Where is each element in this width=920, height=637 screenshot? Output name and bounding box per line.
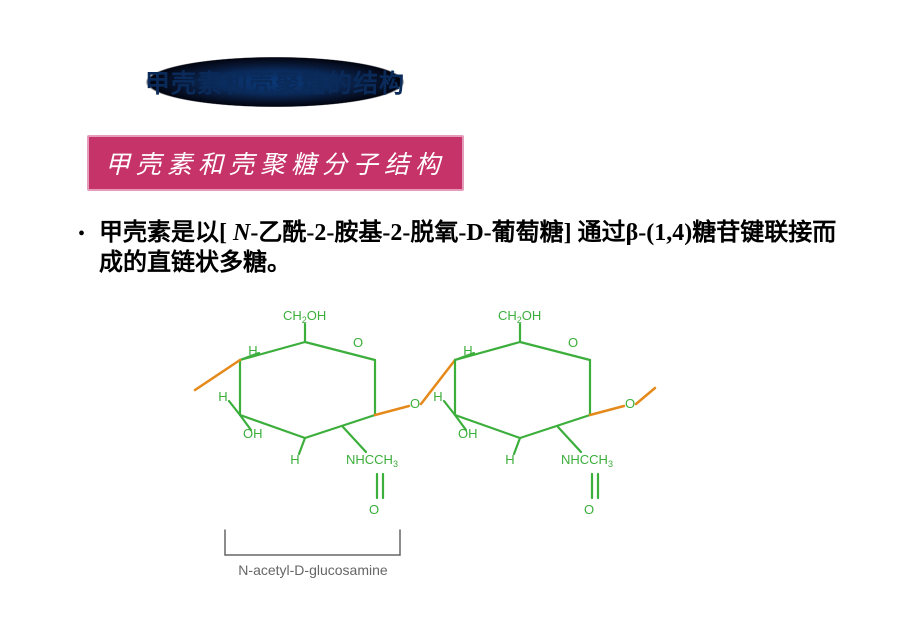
ellipse-title-text: 甲壳素和壳聚糖的结构 bbox=[145, 64, 405, 100]
svg-text:OH: OH bbox=[243, 426, 263, 441]
svg-text:O: O bbox=[568, 335, 578, 350]
pink-banner-text: 甲壳素和壳聚糖分子结构 bbox=[105, 152, 446, 179]
svg-text:O: O bbox=[353, 335, 363, 350]
svg-text:H: H bbox=[218, 389, 227, 404]
svg-text:CH2OH: CH2OH bbox=[498, 308, 541, 325]
svg-text:O: O bbox=[369, 502, 379, 517]
svg-text:NHCCH3: NHCCH3 bbox=[561, 452, 613, 469]
bullet-pre: 甲壳素是以[ bbox=[99, 220, 233, 246]
svg-text:O: O bbox=[410, 396, 420, 411]
bullet-text: 甲壳素是以[ N-乙酰-2-胺基-2-脱氧-D-葡萄糖] 通过β-(1,4)糖苷… bbox=[99, 218, 858, 278]
svg-text:OH: OH bbox=[458, 426, 478, 441]
svg-text:NHCCH3: NHCCH3 bbox=[346, 452, 398, 469]
pink-banner: 甲壳素和壳聚糖分子结构 bbox=[87, 135, 464, 191]
svg-text:N-acetyl-D-glucosamine: N-acetyl-D-glucosamine bbox=[238, 562, 388, 578]
svg-text:CH2OH: CH2OH bbox=[283, 308, 326, 325]
chitin-structure-diagram: CH2OHHOOHHHNHCCH3OOCH2OHHOOHHHNHCCH3OON-… bbox=[185, 300, 755, 610]
svg-text:H: H bbox=[433, 389, 442, 404]
svg-text:O: O bbox=[584, 502, 594, 517]
ellipse-title: 甲壳素和壳聚糖的结构 bbox=[100, 48, 450, 116]
svg-text:O: O bbox=[625, 396, 635, 411]
bullet-ital: N bbox=[233, 220, 250, 246]
svg-text:H: H bbox=[290, 452, 299, 467]
bullet-paragraph: • 甲壳素是以[ N-乙酰-2-胺基-2-脱氧-D-葡萄糖] 通过β-(1,4)… bbox=[78, 218, 858, 278]
bullet-dot: • bbox=[78, 218, 85, 250]
svg-text:H: H bbox=[505, 452, 514, 467]
